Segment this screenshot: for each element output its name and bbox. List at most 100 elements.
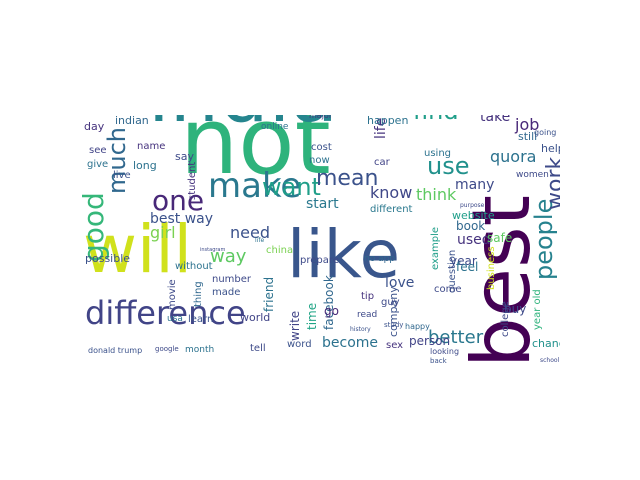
word-cloud-word: many bbox=[455, 176, 495, 193]
word-cloud-word: going bbox=[534, 127, 557, 137]
word-cloud-word: month bbox=[185, 344, 215, 355]
word-cloud-word: world bbox=[240, 311, 271, 325]
word-cloud-word: will bbox=[83, 211, 192, 289]
word-cloud-word: work bbox=[542, 156, 560, 210]
word-cloud-word: become bbox=[322, 334, 379, 351]
word-cloud-word: donald trump bbox=[88, 345, 143, 355]
word-cloud-word: cost bbox=[311, 142, 332, 153]
word-cloud-word: best way bbox=[150, 210, 214, 227]
word-cloud-word: usa bbox=[167, 313, 183, 324]
word-cloud-word: company bbox=[386, 286, 400, 337]
word-cloud-word: find bbox=[413, 115, 459, 123]
word-cloud-word: prepare bbox=[300, 255, 339, 266]
word-cloud-word: start bbox=[306, 195, 339, 212]
word-cloud-word: go bbox=[324, 304, 339, 319]
word-cloud-word: girl bbox=[150, 223, 176, 243]
word-cloud-word: long bbox=[133, 159, 157, 173]
word-cloud-word: use bbox=[427, 151, 470, 180]
word-cloud-word: car bbox=[374, 157, 390, 168]
word-cloud-word: meaning bbox=[538, 115, 560, 117]
word-cloud-word: difference bbox=[85, 294, 246, 333]
word-cloud-word: book bbox=[456, 219, 486, 234]
word-cloud-word: no app bbox=[364, 253, 396, 264]
word-cloud-word: without bbox=[175, 261, 213, 272]
word-cloud-word: live bbox=[113, 170, 131, 181]
word-cloud-word: read bbox=[357, 309, 378, 320]
word-cloud-word: used bbox=[457, 231, 491, 248]
word-cloud-word: write bbox=[287, 310, 302, 341]
word-cloud-word: indian bbox=[115, 115, 149, 128]
word-cloud-word: different bbox=[370, 204, 413, 215]
word-cloud-word: possible bbox=[85, 252, 131, 266]
word-cloud-word: google bbox=[155, 345, 179, 354]
word-cloud-word: feel bbox=[456, 260, 479, 275]
word-cloud-word: way bbox=[210, 245, 247, 267]
word-cloud-word: online bbox=[261, 121, 289, 132]
word-cloud-word: thing bbox=[193, 281, 204, 307]
word-cloud-word: looking bbox=[430, 346, 460, 356]
word-cloud-word: history bbox=[350, 326, 371, 334]
word-cloud-word: much bbox=[103, 127, 132, 194]
word-cloud-word: website bbox=[452, 209, 495, 223]
word-cloud-word: mean bbox=[316, 166, 379, 192]
word-cloud-word: buy bbox=[504, 302, 527, 317]
word-cloud-word: know bbox=[370, 183, 413, 203]
word-cloud-word: need bbox=[230, 223, 270, 243]
word-cloud-word: friend bbox=[261, 276, 276, 312]
word-cloud-word: purpose bbox=[460, 202, 485, 210]
word-cloud-word: say bbox=[175, 150, 194, 164]
word-cloud-word: people bbox=[530, 198, 559, 280]
word-cloud-word: see bbox=[89, 145, 107, 156]
word-cloud-word: time bbox=[304, 302, 319, 330]
word-cloud-word: like bbox=[287, 216, 401, 294]
word-cloud-word: facebook bbox=[321, 275, 336, 330]
word-cloud-word: quora bbox=[490, 147, 537, 167]
word-cloud-word: year bbox=[450, 254, 477, 269]
word-cloud-word: happen bbox=[367, 115, 409, 128]
word-cloud-word: one bbox=[152, 183, 205, 217]
word-cloud-word: student bbox=[187, 161, 198, 200]
word-cloud-word: business bbox=[486, 246, 497, 290]
word-cloud-word: instagram bbox=[200, 247, 226, 253]
word-cloud-word: sex bbox=[386, 340, 404, 351]
word-cloud-word: learn bbox=[188, 314, 214, 325]
word-cloud-word: give bbox=[87, 159, 109, 170]
word-cloud-word: guy bbox=[381, 297, 400, 308]
word-cloud-word: using bbox=[424, 148, 452, 159]
word-cloud-word: movie bbox=[167, 279, 178, 310]
word-cloud: notindiabestwilllikedifferencemakeonegoo… bbox=[80, 115, 560, 370]
word-cloud-word: help bbox=[541, 142, 560, 156]
word-cloud-word: take bbox=[480, 115, 511, 125]
word-cloud-word: safe bbox=[487, 231, 513, 246]
word-cloud-word: school bbox=[540, 357, 560, 365]
word-cloud-word: happy bbox=[405, 321, 430, 331]
word-cloud-word: year old bbox=[532, 289, 543, 330]
word-cloud-word: now bbox=[309, 155, 330, 166]
word-cloud-word: person bbox=[409, 334, 451, 349]
word-cloud-word: day bbox=[84, 120, 105, 134]
word-cloud-word: study bbox=[384, 321, 404, 330]
word-cloud-word: not bbox=[180, 115, 331, 196]
word-cloud-word: india bbox=[148, 115, 338, 134]
word-cloud-word: china bbox=[266, 245, 294, 256]
word-cloud-word: major bbox=[309, 115, 333, 120]
word-cloud-word: back bbox=[430, 357, 447, 366]
word-cloud-word: life bbox=[255, 237, 265, 245]
word-cloud-word: name bbox=[137, 141, 166, 152]
word-cloud-word: make bbox=[208, 165, 302, 206]
word-cloud-word: love bbox=[385, 274, 415, 291]
word-cloud-word: job bbox=[515, 115, 540, 135]
word-cloud-word: example bbox=[430, 226, 441, 270]
word-cloud-word: number bbox=[212, 274, 252, 285]
word-cloud-word: think bbox=[416, 185, 457, 205]
word-cloud-word: better bbox=[428, 326, 484, 348]
word-cloud-word: women bbox=[516, 169, 549, 180]
word-cloud-word: come bbox=[434, 284, 462, 295]
word-cloud-word: tip bbox=[361, 291, 375, 302]
word-cloud-word: want bbox=[262, 172, 321, 201]
word-cloud-word: change bbox=[532, 337, 560, 351]
word-cloud-word: still bbox=[518, 130, 538, 144]
word-cloud-word: word bbox=[287, 339, 312, 350]
word-cloud-word: made bbox=[212, 287, 241, 298]
